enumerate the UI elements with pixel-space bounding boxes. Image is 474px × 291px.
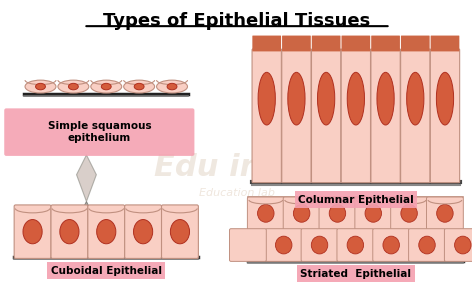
FancyBboxPatch shape [391,197,428,230]
Ellipse shape [437,72,454,125]
Ellipse shape [275,236,292,254]
FancyBboxPatch shape [252,36,281,52]
Text: Striated  Epithelial: Striated Epithelial [301,269,411,279]
FancyBboxPatch shape [88,205,125,258]
FancyBboxPatch shape [265,229,302,261]
Ellipse shape [377,72,394,125]
FancyBboxPatch shape [401,36,429,52]
FancyBboxPatch shape [311,49,341,183]
FancyBboxPatch shape [431,36,459,52]
Ellipse shape [329,205,346,222]
Polygon shape [82,201,91,217]
Ellipse shape [167,83,177,90]
Ellipse shape [91,80,122,93]
Text: Types of Epithelial Tissues: Types of Epithelial Tissues [103,12,371,30]
Ellipse shape [25,80,56,93]
Text: Edu input: Edu input [154,153,320,182]
Text: Education lab: Education lab [199,187,275,198]
Ellipse shape [36,83,46,90]
Ellipse shape [58,80,89,93]
Ellipse shape [134,83,144,90]
FancyBboxPatch shape [371,36,400,52]
FancyBboxPatch shape [371,49,400,183]
Ellipse shape [455,236,471,254]
FancyBboxPatch shape [373,229,410,261]
Ellipse shape [23,219,42,244]
FancyBboxPatch shape [162,205,199,258]
Ellipse shape [407,72,424,125]
Ellipse shape [383,236,400,254]
FancyBboxPatch shape [4,108,194,156]
FancyBboxPatch shape [51,205,88,258]
Text: Columnar Epithelial: Columnar Epithelial [298,194,414,205]
FancyBboxPatch shape [247,197,284,230]
Ellipse shape [258,72,275,125]
Ellipse shape [124,80,155,93]
Ellipse shape [293,205,310,222]
FancyBboxPatch shape [341,36,370,52]
FancyBboxPatch shape [430,49,460,183]
Ellipse shape [170,219,190,244]
FancyBboxPatch shape [341,49,371,183]
Ellipse shape [60,219,79,244]
FancyBboxPatch shape [401,49,430,183]
FancyBboxPatch shape [125,205,162,258]
FancyBboxPatch shape [301,229,338,261]
Ellipse shape [347,72,365,125]
FancyBboxPatch shape [409,229,446,261]
Ellipse shape [68,83,78,90]
Ellipse shape [365,205,382,222]
Polygon shape [76,155,96,201]
FancyBboxPatch shape [282,36,311,52]
Ellipse shape [134,219,153,244]
FancyBboxPatch shape [427,197,463,230]
FancyBboxPatch shape [312,36,340,52]
Ellipse shape [347,236,364,254]
FancyBboxPatch shape [282,49,311,183]
FancyBboxPatch shape [337,229,374,261]
Ellipse shape [288,72,305,125]
FancyBboxPatch shape [445,229,474,261]
FancyBboxPatch shape [283,197,320,230]
Ellipse shape [97,219,116,244]
FancyBboxPatch shape [252,49,282,183]
Text: Simple squamous
epithelium: Simple squamous epithelium [47,121,151,143]
FancyBboxPatch shape [229,229,266,261]
Ellipse shape [437,205,453,222]
FancyBboxPatch shape [355,197,392,230]
FancyBboxPatch shape [319,197,356,230]
Text: Cuboidal Epithelial: Cuboidal Epithelial [51,266,162,276]
Ellipse shape [156,80,188,93]
Ellipse shape [419,236,435,254]
Ellipse shape [311,236,328,254]
Ellipse shape [101,83,111,90]
Ellipse shape [401,205,417,222]
Ellipse shape [257,205,274,222]
Ellipse shape [318,72,335,125]
FancyBboxPatch shape [14,205,51,258]
